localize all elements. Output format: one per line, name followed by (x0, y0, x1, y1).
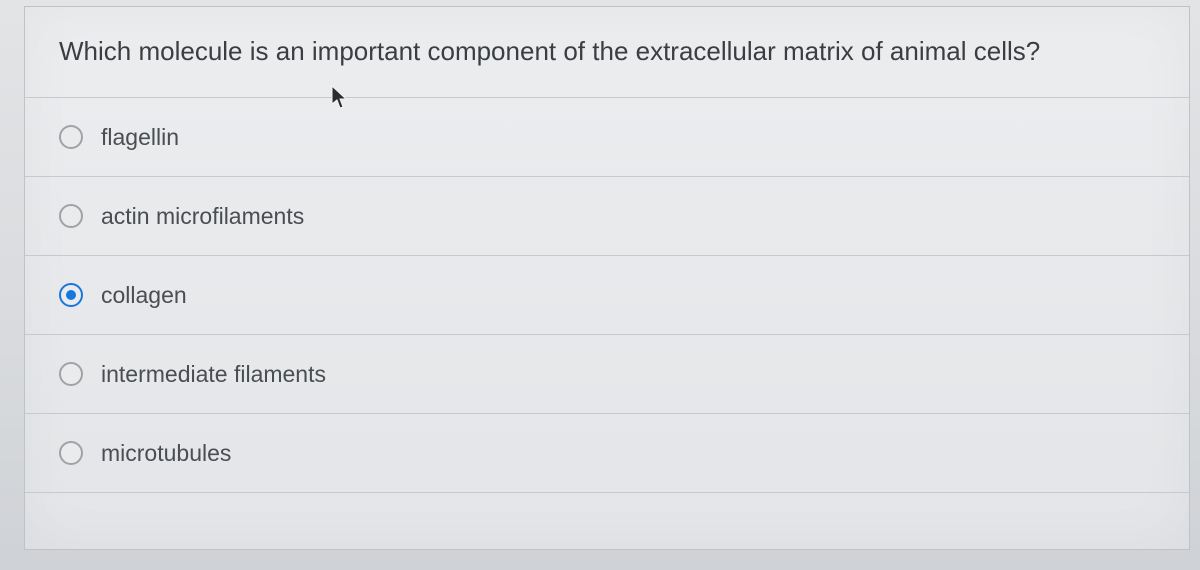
option-label: actin microfilaments (101, 203, 304, 230)
option-label: collagen (101, 282, 187, 309)
option-flagellin[interactable]: flagellin (25, 97, 1189, 176)
radio-icon (59, 362, 83, 386)
options-list: flagellin actin microfilaments collagen … (25, 97, 1189, 493)
radio-icon (59, 125, 83, 149)
question-card: Which molecule is an important component… (24, 6, 1190, 550)
option-intermediate-filaments[interactable]: intermediate filaments (25, 334, 1189, 413)
radio-icon (59, 283, 83, 307)
option-label: flagellin (101, 124, 179, 151)
radio-icon (59, 441, 83, 465)
option-label: microtubules (101, 440, 231, 467)
option-collagen[interactable]: collagen (25, 255, 1189, 334)
question-text: Which molecule is an important component… (25, 7, 1189, 97)
option-microtubules[interactable]: microtubules (25, 413, 1189, 493)
option-label: intermediate filaments (101, 361, 326, 388)
option-actin-microfilaments[interactable]: actin microfilaments (25, 176, 1189, 255)
radio-icon (59, 204, 83, 228)
page: Which molecule is an important component… (0, 0, 1200, 570)
